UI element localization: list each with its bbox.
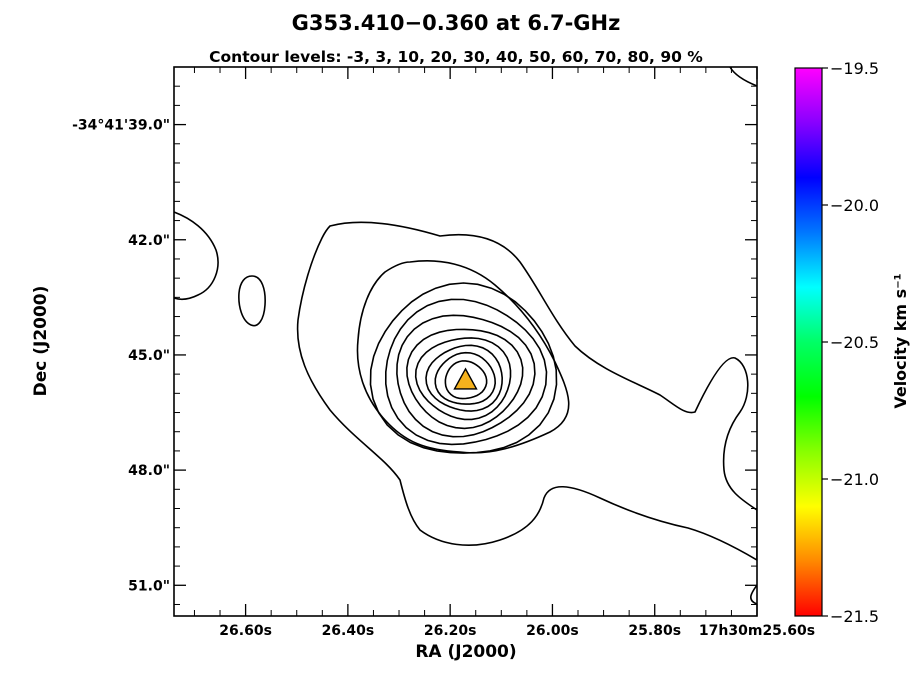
- contour-lines: [174, 67, 757, 605]
- plot-frame: [173, 66, 758, 617]
- colorbar-tick-label: −20.5: [830, 333, 879, 352]
- contour-3pct-southeast: [750, 584, 757, 605]
- colorbar-label: Velocity km s⁻¹: [891, 273, 910, 408]
- colorbar-tick-label: −21.5: [830, 607, 879, 626]
- y-tick-label: 42.0": [128, 233, 170, 249]
- contour-3pct-west: [174, 211, 219, 301]
- y-tick-label: 45.0": [128, 348, 170, 364]
- maser-layer: [453, 367, 478, 390]
- colorbar: [794, 67, 823, 617]
- maser-spot-marker: [453, 367, 478, 390]
- y-axis-label: Dec (J2000): [31, 286, 51, 397]
- contour-3pct-main: [296, 221, 757, 561]
- x-tick-label: 26.20s: [424, 623, 477, 639]
- x-axis-label: RA (J2000): [415, 642, 516, 662]
- chart-title: G353.410−0.360 at 6.7-GHz: [292, 11, 621, 35]
- x-tick-label: 17h30m25.60s: [699, 623, 815, 639]
- contour-50pct: [406, 328, 524, 430]
- x-tick-label: 25.80s: [628, 623, 681, 639]
- contour-30pct: [385, 298, 548, 446]
- contour-90pct: [444, 360, 488, 400]
- colorbar-tick-label: −20.0: [830, 196, 879, 215]
- colorbar-ticks: −19.5 −20.0 −20.5 −21.0 −21.5: [822, 59, 879, 626]
- y-tick-label: 51.0": [128, 578, 170, 594]
- y-axis-ticks: -34°41'39.0" 42.0" 45.0" 48.0" 51.0": [72, 85, 757, 605]
- contour-3pct-northeast: [729, 67, 757, 87]
- chart-subtitle: Contour levels: -3, 3, 10, 20, 30, 40, 5…: [209, 48, 703, 66]
- y-tick-label: -34°41'39.0": [72, 118, 170, 134]
- contour-40pct: [396, 314, 536, 438]
- contour-70pct: [425, 344, 504, 412]
- contour-20pct: [369, 282, 558, 454]
- y-tick-label: 48.0": [128, 463, 170, 479]
- contour-80pct: [434, 351, 497, 405]
- colorbar-tick-label: −19.5: [830, 59, 879, 78]
- contour-60pct: [414, 337, 512, 421]
- x-axis-ticks: 26.60s 26.40s 26.20s 26.00s 25.80s 17h30m25.6…: [193, 67, 815, 639]
- x-tick-label: 26.40s: [322, 623, 375, 639]
- x-tick-label: 26.00s: [526, 623, 579, 639]
- colorbar-tick-label: −21.0: [830, 470, 879, 489]
- x-tick-label: 26.60s: [219, 623, 272, 639]
- contour-3pct-island: [238, 275, 266, 327]
